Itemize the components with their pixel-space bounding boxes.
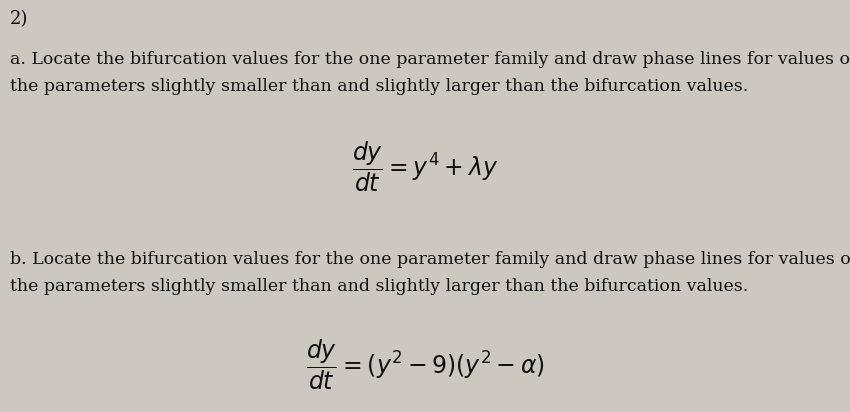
- Text: $\dfrac{dy}{dt} = y^4 + \lambda y$: $\dfrac{dy}{dt} = y^4 + \lambda y$: [352, 140, 498, 194]
- Text: $\dfrac{dy}{dt} = (y^2 - 9)(y^2 - \alpha)$: $\dfrac{dy}{dt} = (y^2 - 9)(y^2 - \alpha…: [305, 337, 545, 392]
- Text: the parameters slightly smaller than and slightly larger than the bifurcation va: the parameters slightly smaller than and…: [10, 78, 749, 95]
- Text: 2): 2): [10, 10, 29, 28]
- Text: b. Locate the bifurcation values for the one parameter family and draw phase lin: b. Locate the bifurcation values for the…: [10, 251, 850, 268]
- Text: the parameters slightly smaller than and slightly larger than the bifurcation va: the parameters slightly smaller than and…: [10, 278, 749, 295]
- Text: a. Locate the bifurcation values for the one parameter family and draw phase lin: a. Locate the bifurcation values for the…: [10, 52, 850, 68]
